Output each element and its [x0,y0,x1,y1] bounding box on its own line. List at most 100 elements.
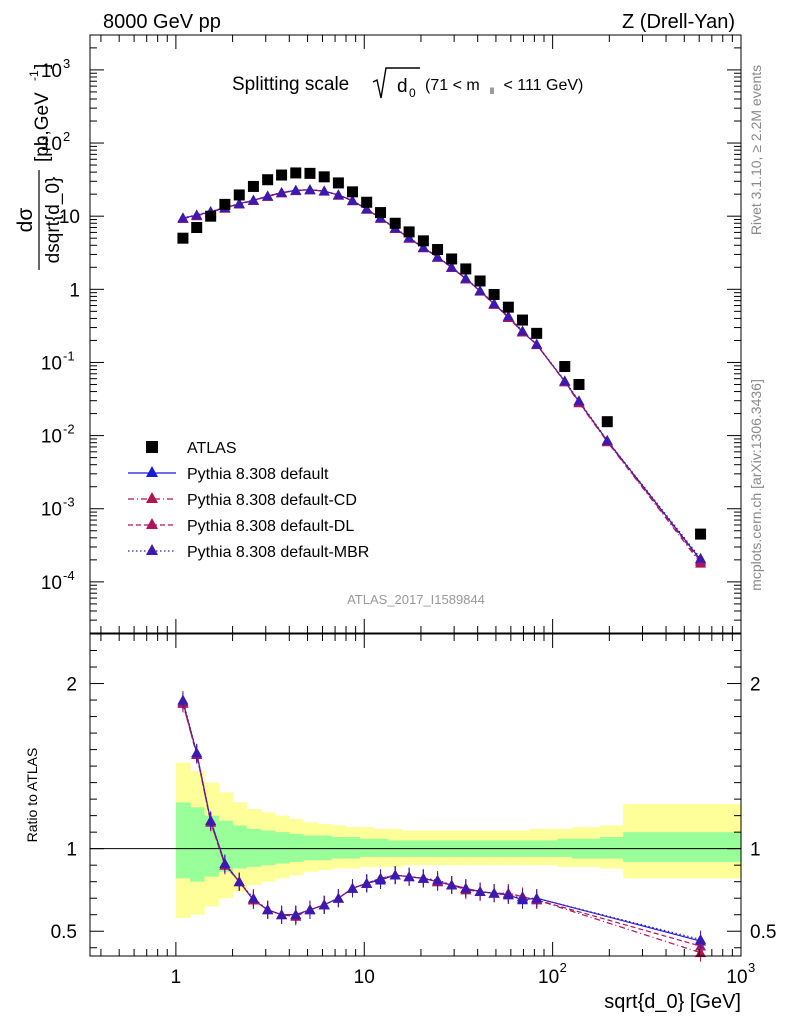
series-marker-ratio [247,892,259,903]
x-tick-label: 10 [726,967,747,988]
data-point-atlas [601,416,613,428]
main-title: dσ Splitting scale d 0 (71 < m ll < 111 … [232,67,583,100]
series-marker-main [460,272,472,283]
legend-marker-dl [146,518,158,529]
series-marker-ratio [432,874,444,885]
series-marker-ratio [446,879,458,890]
ratio-frame [89,633,742,957]
data-point-atlas [446,253,458,265]
series-marker-ratio [177,694,189,705]
series-marker-ratio [403,871,415,882]
sqrt-symbol [372,67,420,99]
series-marker-main [233,198,245,208]
uncertainty-band-inner [288,833,304,862]
x-tick-labels: 1 10 10 2 10 3 [171,960,756,988]
series-marker-main [531,338,543,349]
mcplots-label: mcplots.cern.ch [arXiv:1306.3436] [748,379,764,591]
data-point-atlas [290,167,302,179]
uncertainty-band-inner [175,802,191,879]
ratio-axis-ticks [90,633,742,956]
series-marker-main [332,189,344,200]
legend-label-mbr: Pythia 8.308 default-MBR [187,544,369,561]
y-tick-label-ratio: 2 [66,675,77,696]
x-tick-label-exp: 2 [560,960,567,975]
series-marker-main [601,434,613,445]
series-marker-main [559,375,571,386]
series-marker-ratio [389,869,401,880]
series-marker-ratio [205,815,217,825]
legend-marker-cd [146,492,158,503]
series-line-ratio [182,699,701,941]
series-marker-main [191,209,203,220]
data-point-atlas [403,226,415,238]
legend-marker-default [146,466,158,477]
y-tick-label-main-exp: -3 [63,495,75,510]
series-marker-main [318,185,330,196]
ylabel-denominator: dsqrt{d_0} [43,177,64,264]
series-marker-main [262,190,274,201]
series-marker-ratio [375,872,387,883]
y-tick-label-ratio-right: 0.5 [750,922,776,943]
y-tick-label-ratio: 1 [66,840,77,861]
y-tick-label-main: 10 [41,353,62,374]
data-point-atlas [573,378,585,390]
series-marker-main [573,395,585,406]
y-tick-label-main-exp: -4 [63,568,75,583]
x-tick-label: 1 [171,967,182,988]
series-marker-ratio [531,892,543,903]
data-point-atlas [460,263,472,275]
series-marker-main [304,184,316,194]
data-point-atlas [559,361,571,373]
main-plot-area [177,167,707,568]
ratio-panel: 0.5 0.51 12 2 1 10 10 2 10 3 Ratio to ATLAS sqrt… [24,633,776,1013]
series-marker-ratio [233,876,245,887]
series-marker-ratio [474,886,486,896]
x-tick-label-exp: 3 [748,960,755,975]
y-tick-label-main-exp: 3 [63,56,70,71]
uncertainty-band-inner [557,838,573,857]
data-point-atlas [318,171,330,183]
y-tick-label-main: 10 [59,207,80,228]
legend-marker-atlas [146,441,158,453]
data-point-atlas [474,275,486,287]
data-point-atlas [247,180,259,192]
uncertainty-band-inner [623,832,742,862]
y-tick-label-ratio-right: 2 [750,675,761,696]
series-marker-main [361,203,373,214]
series-marker-main [247,194,259,205]
data-point-atlas [332,177,344,189]
data-point-atlas [177,232,189,244]
data-point-atlas [219,198,231,210]
uncertainty-band-inner [232,825,248,869]
title-range-sub: ll [490,86,494,96]
x-tick-label: 10 [538,967,559,988]
uncertainty-band-inner [303,835,318,861]
y-tick-label-ratio-right: 1 [750,840,761,861]
data-point-atlas [375,207,387,219]
legend-label-cd: Pythia 8.308 default-CD [187,492,357,509]
header-left: 8000 GeV pp [103,11,221,33]
legend: ATLAS Pythia 8.308 default Pythia 8.308 … [128,440,369,561]
series-marker-main [346,194,358,205]
y-tick-label-main: 10 [41,134,62,155]
data-point-atlas [432,244,444,256]
title-symbol: d [397,76,408,97]
series-marker-main [276,186,288,197]
x-tick-label: 10 [354,967,375,988]
series-marker-main [488,297,500,308]
series-marker-main [417,241,429,252]
analysis-id: ATLAS_2017_I1589844 [347,592,485,607]
data-point-atlas [695,528,707,540]
data-point-atlas [262,174,274,186]
data-point-atlas [417,235,429,247]
ylabel-unit: [pb,GeV [32,92,53,162]
series-marker-main [177,212,189,223]
ylabel-unit-end: ] [32,64,53,69]
y-tick-label-main: 10 [41,573,62,594]
title-range-end: < 111 GeV) [499,77,583,94]
series-marker-main [446,261,458,272]
legend-label-default: Pythia 8.308 default [187,466,329,483]
uncertainty-band-inner [331,837,346,859]
uncertainty-band-inner [190,807,205,882]
series-marker-ratio [262,904,274,915]
